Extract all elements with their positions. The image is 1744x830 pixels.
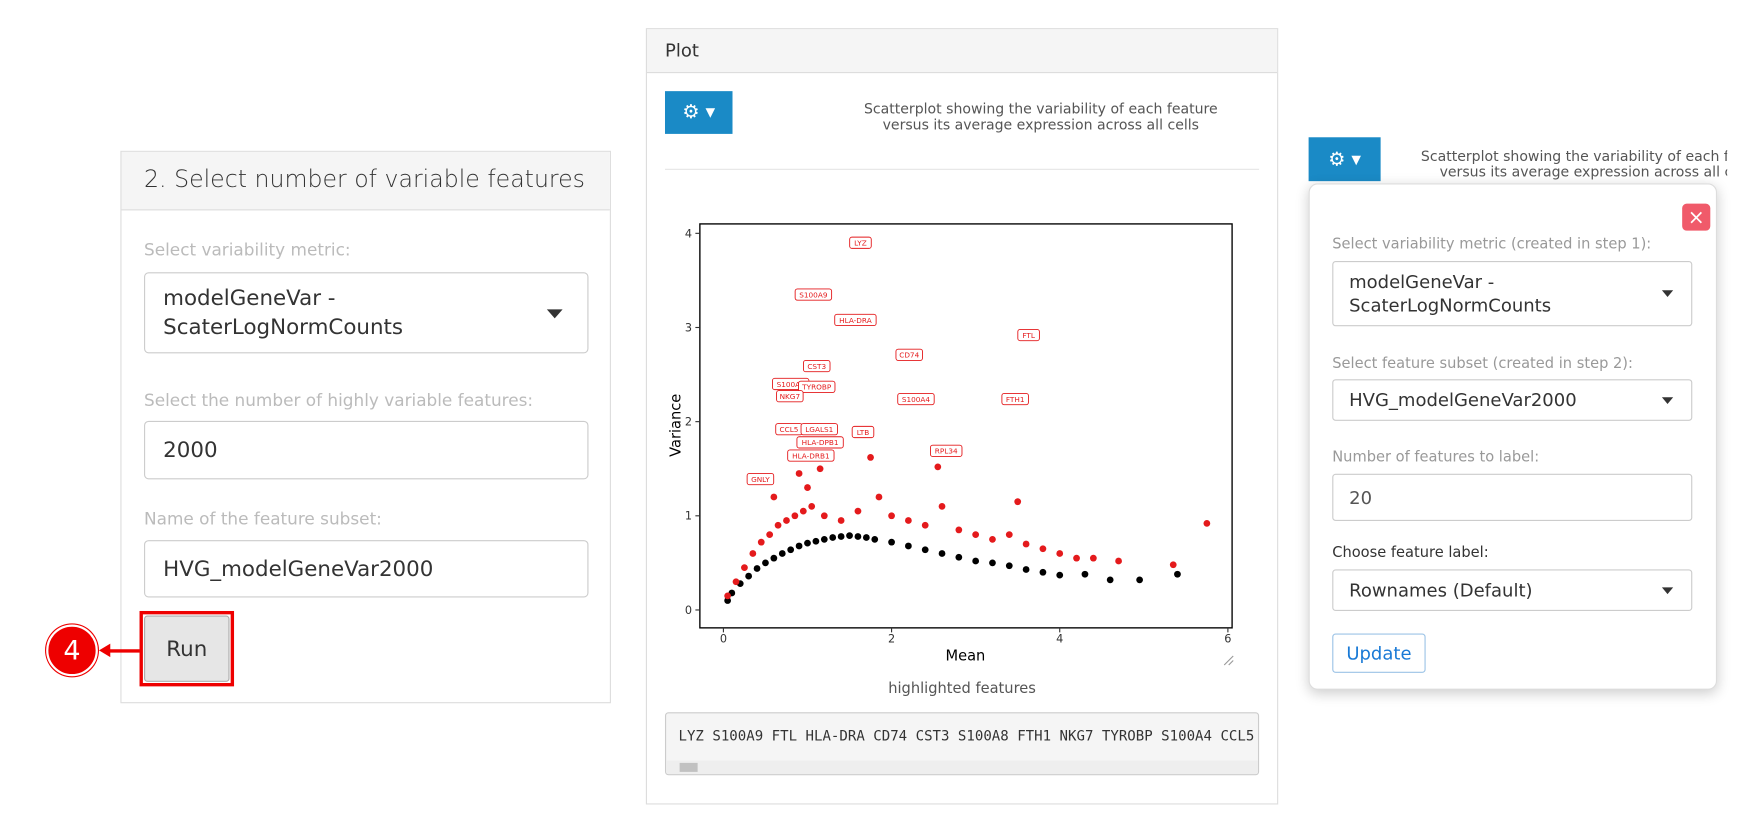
feature-label-select[interactable]: Rownames (Default) xyxy=(1332,569,1693,611)
panel-title: Plot xyxy=(646,29,1278,74)
text-line: Scatterplot showing the variability of e… xyxy=(1420,148,1727,165)
divider xyxy=(664,168,1260,170)
metric-select[interactable]: modelGeneVar - ScaterLogNormCounts xyxy=(1332,261,1693,327)
feature-panel: 2. Select number of variable features Se… xyxy=(120,150,611,704)
nlabel-label: Number of features to label: xyxy=(1332,448,1540,466)
callout-arrow xyxy=(108,649,140,653)
run-button[interactable]: Run xyxy=(144,615,230,682)
settings-button[interactable]: ⚙ ▾ xyxy=(664,91,733,134)
metric-label: Select variability metric: xyxy=(144,239,351,260)
close-button[interactable]: × xyxy=(1682,203,1711,231)
caption: highlighted features xyxy=(888,680,1036,698)
caret xyxy=(546,309,563,319)
features-text: LYZ S100A9 FTL HLA-DRA CD74 CST3 S100A8 … xyxy=(678,726,1255,744)
select-text: modelGeneVar - xyxy=(163,285,336,311)
hvf-input[interactable]: 2000 xyxy=(144,420,589,480)
update-button[interactable]: Update xyxy=(1332,633,1426,673)
panel-title: 2. Select number of variable features xyxy=(121,151,610,211)
side-description-clip: Scatterplot showing the variability of e… xyxy=(1384,149,1727,187)
caret xyxy=(1661,587,1674,595)
text-line: versus its average expression across all… xyxy=(882,115,1200,133)
select-text: Rownames (Default) xyxy=(1349,579,1533,601)
nlabel-input[interactable]: 20 xyxy=(1332,473,1693,521)
subset-select[interactable]: HVG_modelGeneVar2000 xyxy=(1332,379,1693,421)
text-line: Scatterplot showing the variability of e… xyxy=(863,100,1218,118)
feature-label-label: Choose feature label: xyxy=(1332,544,1489,562)
callout-badge: 4 xyxy=(46,624,98,677)
caret xyxy=(1661,290,1674,298)
subset-input[interactable]: HVG_modelGeneVar2000 xyxy=(144,540,589,598)
text-line: versus its average expression across all… xyxy=(1439,163,1728,181)
caret xyxy=(1661,397,1674,404)
subset-label: Select feature subset (created in step 2… xyxy=(1332,355,1633,373)
highlight-box xyxy=(139,610,235,687)
select-text: ScaterLogNormCounts xyxy=(163,315,404,340)
select-text: ScaterLogNormCounts xyxy=(1349,294,1552,317)
select-text: HVG_modelGeneVar2000 xyxy=(1349,389,1577,411)
settings-popup: × Select variability metric (created in … xyxy=(1308,183,1718,690)
side-description: Scatterplot showing the variability of e… xyxy=(1407,148,1728,181)
plot-description: Scatterplot showing the variability of e… xyxy=(850,101,1233,133)
metric-select[interactable]: modelGeneVar - ScaterLogNormCounts xyxy=(144,272,589,354)
select-text: modelGeneVar - xyxy=(1349,271,1495,293)
metric-label: Select variability metric (created in st… xyxy=(1332,236,1652,254)
settings-button[interactable]: ⚙ ▾ xyxy=(1308,137,1381,182)
hvf-label: Select the number of highly variable fea… xyxy=(144,390,534,411)
subset-label: Name of the feature subset: xyxy=(144,508,382,529)
arrow-head xyxy=(99,643,111,658)
plot-panel: Plot ⚙ ▾ Scatterplot showing the variabi… xyxy=(645,28,1279,805)
scroll-thumb[interactable] xyxy=(679,762,698,772)
features-box: LYZ S100A9 FTL HLA-DRA CD74 CST3 S100A8 … xyxy=(664,712,1260,776)
scrollbar[interactable] xyxy=(666,760,1258,775)
